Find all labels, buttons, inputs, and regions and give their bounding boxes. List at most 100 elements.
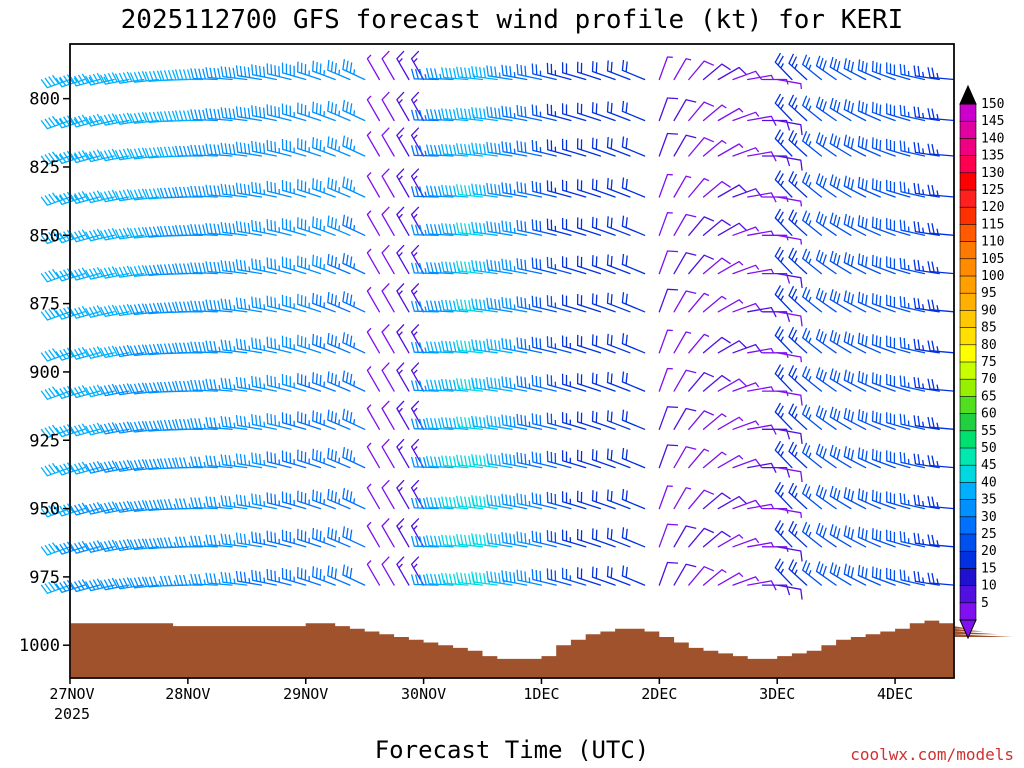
wind-barb-flag (843, 563, 847, 575)
wind-barb-flag (805, 174, 811, 185)
wind-barb (591, 178, 616, 198)
colorbar-swatch (959, 378, 977, 398)
wind-barb-shaft (732, 343, 757, 354)
wind-barb (788, 365, 808, 392)
wind-barb-flag (456, 66, 460, 78)
wind-barb-flag (81, 305, 89, 316)
wind-barb (688, 448, 710, 469)
wind-barb (546, 412, 572, 430)
wind-barb-flag (334, 295, 337, 306)
wind-barb-shaft (502, 503, 528, 510)
wind-barb-flag (843, 58, 847, 69)
wind-barb-half-flag (366, 366, 372, 371)
wind-barb-flag (871, 293, 874, 304)
wind-barb-flag (96, 540, 104, 550)
wind-barb-flag (274, 259, 277, 270)
wind-barb-flag (501, 532, 504, 543)
wind-barb-half-flag (413, 213, 418, 219)
wind-barb (40, 503, 71, 518)
wind-barb-flag (63, 75, 71, 85)
wind-barb-flag (99, 74, 106, 85)
wind-barb-shaft (776, 352, 802, 358)
wind-barb-flag (255, 182, 258, 194)
wind-barb-flag (829, 289, 834, 300)
wind-barb-flag (822, 489, 827, 500)
wind-barb (144, 146, 174, 159)
wind-barb (899, 140, 926, 157)
wind-barb-flag (509, 533, 512, 544)
wind-barb-half-flag (703, 448, 710, 452)
wind-barb-flag (266, 219, 269, 230)
wind-barb-shaft (487, 75, 513, 81)
wind-barb-flag (441, 67, 445, 78)
wind-barb-flag (258, 183, 262, 194)
wind-barb-flag (107, 267, 114, 277)
wind-barb-flag (441, 143, 445, 155)
wind-barb-shaft (829, 298, 852, 313)
wind-barb-flag (520, 297, 523, 308)
wind-barb-flag (535, 105, 538, 116)
wind-barb-shaft (717, 534, 740, 548)
wind-barb-flag (118, 149, 125, 160)
y-tick-label: 875 (29, 295, 60, 315)
wind-barb-flag (232, 108, 236, 120)
wind-barb (40, 115, 71, 130)
wind-barb-flag (788, 171, 795, 182)
wind-barb-shaft (732, 576, 757, 586)
wind-barb-flag (59, 153, 67, 163)
wind-barb (871, 254, 896, 275)
wind-barb-half-flag (738, 143, 744, 149)
wind-barb (40, 151, 71, 165)
wind-barb (501, 414, 528, 430)
wind-barb-flag (535, 375, 538, 387)
wind-barb-flag (595, 335, 598, 347)
wind-barb (281, 567, 307, 586)
wind-barb-shaft (562, 501, 587, 510)
wind-barb-flag (931, 455, 935, 466)
wind-barb-flag (182, 574, 188, 586)
wind-barb-flag (610, 294, 613, 305)
wind-barb-shaft (717, 299, 740, 313)
wind-barb-flag (791, 173, 798, 184)
wind-barb (688, 527, 715, 548)
colorbar-swatch (959, 327, 977, 346)
wind-barb (342, 370, 366, 392)
wind-barb-flag (251, 105, 254, 116)
wind-barb-flag (251, 296, 254, 308)
wind-barb-flag (433, 144, 438, 156)
wind-barb-shaft (702, 413, 723, 430)
wind-barb-flag (255, 106, 258, 117)
wind-barb-flag (122, 345, 129, 356)
wind-barb-shaft (133, 507, 160, 512)
wind-barb-flag (239, 65, 243, 77)
wind-barb-flag (433, 185, 438, 197)
wind-barb-flag (232, 67, 236, 79)
wind-barb-flag (51, 192, 60, 202)
wind-barb-flag (539, 532, 542, 544)
wind-barb-shaft (428, 506, 454, 510)
wind-barb-flag (111, 501, 118, 512)
wind-barb (410, 456, 439, 469)
wind-barb-flag (74, 542, 81, 553)
wind-barb-flag (118, 578, 125, 589)
wind-barb-flag (471, 571, 475, 583)
wind-barb-flag (141, 188, 148, 199)
wind-barb-flag (396, 206, 405, 215)
wind-barb (235, 65, 263, 81)
wind-barb-flag (59, 388, 67, 398)
credit-link[interactable]: coolwx.com/models (850, 745, 1014, 764)
wind-barb-flag (829, 406, 834, 418)
wind-barb-flag (114, 150, 121, 160)
wind-barb-flag (441, 534, 445, 546)
wind-barb (129, 226, 160, 239)
wind-barb-flag (847, 215, 851, 227)
wind-barb-flag (247, 184, 251, 196)
wind-barb-flag (342, 488, 346, 499)
wind-barb-flag (479, 184, 483, 196)
wind-barb-flag (334, 530, 337, 541)
wind-barb-half-flag (173, 503, 177, 510)
wind-barb-flag (239, 221, 243, 233)
wind-barb-flag (524, 106, 527, 118)
wind-barb-flag (595, 62, 598, 73)
wind-barb-flag (777, 249, 784, 260)
